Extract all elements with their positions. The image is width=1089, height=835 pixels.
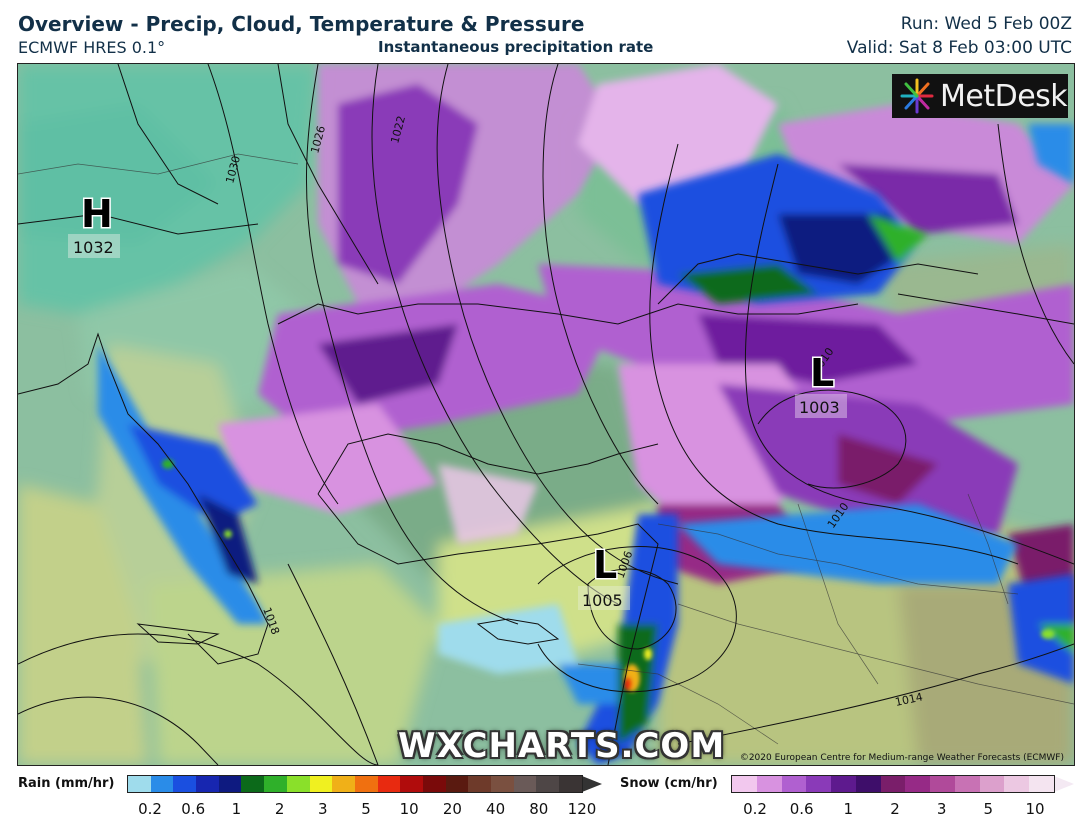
rain-legend-tick: 80 (529, 800, 549, 818)
chart-subtitle: Instantaneous precipitation rate (378, 38, 654, 56)
rain-legend-tick: 20 (442, 800, 462, 818)
pressure-system-low-east: L 1003 (795, 350, 847, 418)
rain-legend-swatch (468, 776, 491, 792)
rain-legend-swatch (400, 776, 423, 792)
model-name: ECMWF HRES 0.1° (18, 38, 166, 57)
rain-legend-tick: 120 (567, 800, 597, 818)
snow-legend-tick: 2 (890, 800, 900, 818)
rain-legend-tick: 2 (274, 800, 285, 818)
rain-legend-swatch (422, 776, 446, 792)
snow-color-bar (732, 776, 1074, 792)
rain-legend-swatch (264, 776, 287, 792)
snow-legend-swatch (781, 776, 807, 792)
snow-legend-swatch (905, 776, 931, 792)
high-pressure-value: 1032 (73, 238, 114, 257)
snow-legend-outline (731, 775, 1055, 793)
rain-legend-swatch (309, 776, 333, 792)
rain-legend-label: Rain (mm/hr) (18, 776, 115, 791)
rain-legend-swatch (491, 776, 514, 792)
metdesk-logo-text: MetDesk (940, 78, 1068, 114)
rain-legend-swatch (377, 776, 401, 792)
rain-legend-swatch (536, 776, 560, 792)
snow-legend-swatch (880, 776, 906, 792)
snow-legend-swatch (831, 776, 856, 792)
run-time: Run: Wed 5 Feb 00Z (900, 14, 1072, 34)
rain-legend-arrow (581, 776, 602, 792)
valid-time: Valid: Sat 8 Feb 03:00 UTC (846, 38, 1072, 58)
rain-legend-swatch (150, 776, 174, 792)
snow-legend-tick: 10 (1025, 800, 1045, 818)
rain-legend-swatch (513, 776, 537, 792)
pressure-system-low-south: L 1005 (578, 542, 630, 610)
snow-legend-swatch (855, 776, 881, 792)
rain-legend-tick: 5 (361, 800, 371, 818)
rain-legend-swatch (354, 776, 378, 792)
rain-legend-swatch (218, 776, 242, 792)
rain-legend-tick: 0.2 (138, 800, 162, 818)
snow-legend-arrow (1053, 776, 1074, 792)
snow-legend-swatch (930, 776, 955, 792)
ecmwf-copyright: ©2020 European Centre for Medium-range W… (739, 753, 1064, 763)
wxcharts-watermark: WXCHARTS.COM (398, 726, 726, 766)
pressure-system-high: H 1032 (68, 191, 120, 258)
rain-layer (98, 124, 1074, 765)
snow-legend-tick: 3 (936, 800, 947, 818)
rain-legend-swatch (559, 776, 582, 792)
high-pressure-letter: H (81, 192, 113, 236)
snow-legend-swatch (954, 776, 980, 792)
rain-legend-outline (127, 775, 583, 793)
borders (18, 153, 1074, 745)
isobars (18, 64, 1074, 765)
snow-legend-tick: 1 (843, 800, 854, 818)
rain-legend-swatch (128, 776, 151, 792)
low-pressure-letter: L (810, 351, 834, 395)
rain-legend-tick: 3 (318, 800, 328, 818)
map-canvas: 1030 1026 1022 1018 1010 1006 1014 1010 … (18, 64, 1074, 765)
snow-legend-tick: 0.2 (743, 800, 767, 818)
snow-legend-tick: 5 (983, 800, 994, 818)
rain-legend-tick: 1 (231, 800, 242, 818)
rain-legend-tick: 0.6 (181, 800, 206, 818)
low-pressure-value: 1003 (799, 398, 840, 417)
rain-legend-swatch (241, 776, 265, 792)
snow-legend-label: Snow (cm/hr) (620, 776, 718, 791)
snow-legend-swatch (1029, 776, 1054, 792)
snow-legend-swatch (1004, 776, 1030, 792)
rain-legend-swatch (332, 776, 355, 792)
metdesk-logo: MetDesk (892, 74, 1068, 118)
snow-legend-swatch (979, 776, 1005, 792)
rain-legend-tick: 10 (399, 800, 419, 818)
chart-title: Overview - Precip, Cloud, Temperature & … (18, 12, 585, 36)
rain-color-bar (128, 776, 602, 792)
rain-legend-swatch (445, 776, 469, 792)
snow-legend-tick: 0.6 (789, 800, 814, 818)
snow-legend-swatch (756, 776, 782, 792)
metdesk-logo-icon (900, 78, 934, 114)
snow-legend-swatch (732, 776, 757, 792)
snow-layer (218, 64, 1074, 624)
low-pressure-value: 1005 (582, 591, 623, 610)
rain-legend-tick: 40 (486, 800, 506, 818)
rain-legend-swatch (286, 776, 310, 792)
low-pressure-letter: L (593, 543, 617, 587)
rain-legend-swatch (196, 776, 219, 792)
rain-legend-swatch (173, 776, 197, 792)
isobar-label: 1014 (894, 690, 924, 709)
weather-map[interactable]: 1030 1026 1022 1018 1010 1006 1014 1010 … (17, 63, 1075, 766)
snow-legend-swatch (806, 776, 832, 792)
coastlines (18, 64, 1074, 765)
